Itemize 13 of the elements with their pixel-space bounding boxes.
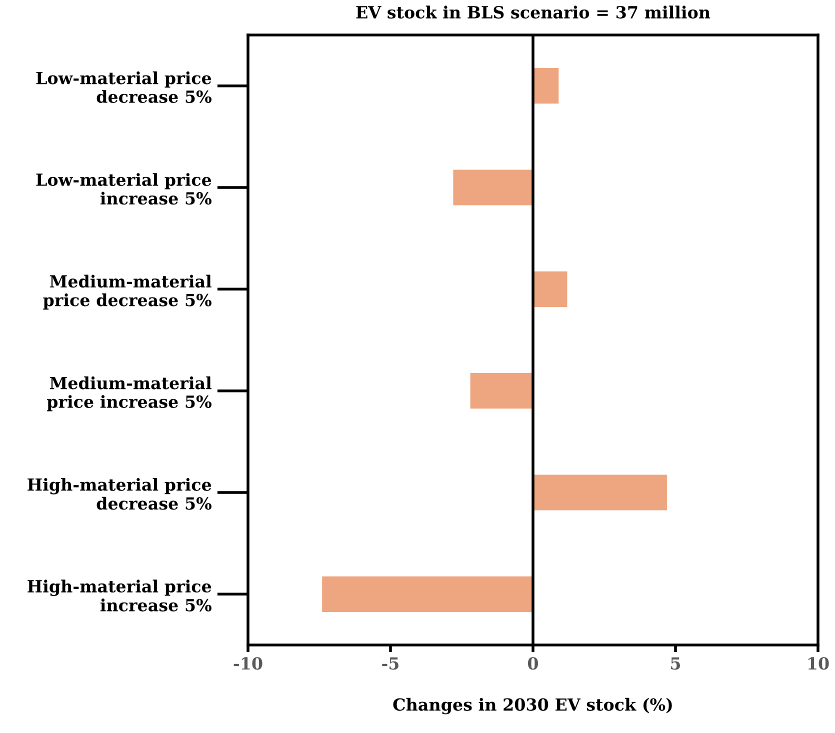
x-tick-label: -10 [234, 657, 262, 670]
y-tick-label: Low-material price increase 5% [36, 173, 212, 205]
y-tick-label: Medium-material price increase 5% [46, 376, 212, 412]
y-tick-label: Low-material price decrease 5% [36, 71, 212, 103]
y-tick-label: High-material price increase 5% [28, 580, 212, 612]
x-axis-title: Changes in 2030 EV stock (%) [393, 698, 672, 714]
x-tick-label: 5 [671, 657, 680, 670]
y-tick-label: High-material price decrease 5% [28, 478, 212, 510]
x-tick-label: 0 [528, 657, 538, 670]
x-tick-label: -5 [382, 657, 398, 670]
chart-title: EV stock in BLS scenario = 37 million [356, 6, 710, 19]
x-tick-label: 10 [808, 657, 829, 670]
y-tick-label: Medium-material price decrease 5% [43, 274, 212, 310]
